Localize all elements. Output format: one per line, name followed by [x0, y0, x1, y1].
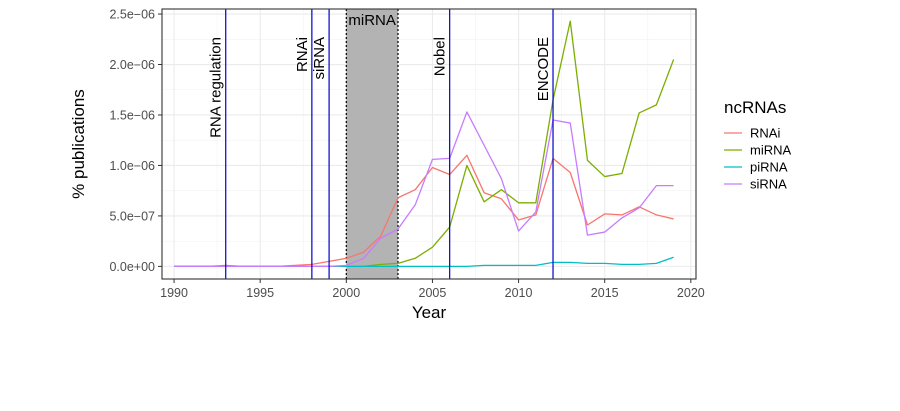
x-tick-label: 2005 — [419, 286, 447, 300]
series-line-sirna — [174, 111, 674, 268]
x-tick-label: 1990 — [160, 286, 188, 300]
x-tick-label: 2015 — [591, 286, 619, 300]
series-line-pirna — [174, 256, 674, 268]
y-tick-label: 0.0e+00 — [109, 260, 155, 274]
y-tick-label: 2.0e−06 — [109, 58, 155, 72]
event-lines-layer: RNA regulation RNAi siRNA Nobel ENCODE miRNA — [208, 9, 554, 279]
legend-label-mirna: miRNA — [750, 143, 791, 158]
event-label: RNAi — [294, 37, 311, 72]
event-label: Nobel — [432, 37, 449, 76]
major-gridlines — [162, 9, 696, 279]
y-tick-label: 1.5e−06 — [109, 108, 155, 122]
minor-gridlines — [162, 9, 696, 279]
event-label: ENCODE — [535, 37, 552, 101]
legend-items: RNAi miRNA piRNA siRNA — [724, 126, 791, 192]
x-tick-label: 2020 — [677, 286, 705, 300]
legend-label-sirna: siRNA — [750, 177, 787, 192]
x-tick-label: 2010 — [505, 286, 533, 300]
x-tick-label: 2000 — [332, 286, 360, 300]
series-line-rnai — [174, 154, 674, 268]
plot-panel-border — [161, 8, 697, 280]
x-axis-title: Year — [412, 303, 447, 322]
y-tick-label: 5.0e−07 — [109, 209, 155, 223]
legend-title: ncRNAs — [724, 98, 786, 117]
legend-label-rnai: RNAi — [750, 126, 780, 141]
y-tick-label: 1.0e−06 — [109, 159, 155, 173]
shaded-region — [346, 9, 398, 279]
series-layer — [174, 20, 675, 268]
event-label: RNA regulation — [208, 37, 225, 138]
y-tick-label: 2.5e−06 — [109, 8, 155, 22]
legend: ncRNAs RNAi miRNA piRNA siRNA — [724, 98, 791, 192]
legend-label-pirna: piRNA — [750, 160, 788, 175]
shaded-region-label: miRNA — [348, 12, 396, 29]
y-axis-title: % publications — [69, 89, 88, 199]
series-line-mirna — [174, 20, 675, 268]
x-tick-label: 1995 — [246, 286, 274, 300]
shaded-region-layer — [345, 9, 399, 279]
axes-layer: 1990 1995 2000 2005 2010 2015 2020 0.0e+00 5.0e−… — [109, 8, 704, 300]
event-label: siRNA — [311, 37, 328, 80]
